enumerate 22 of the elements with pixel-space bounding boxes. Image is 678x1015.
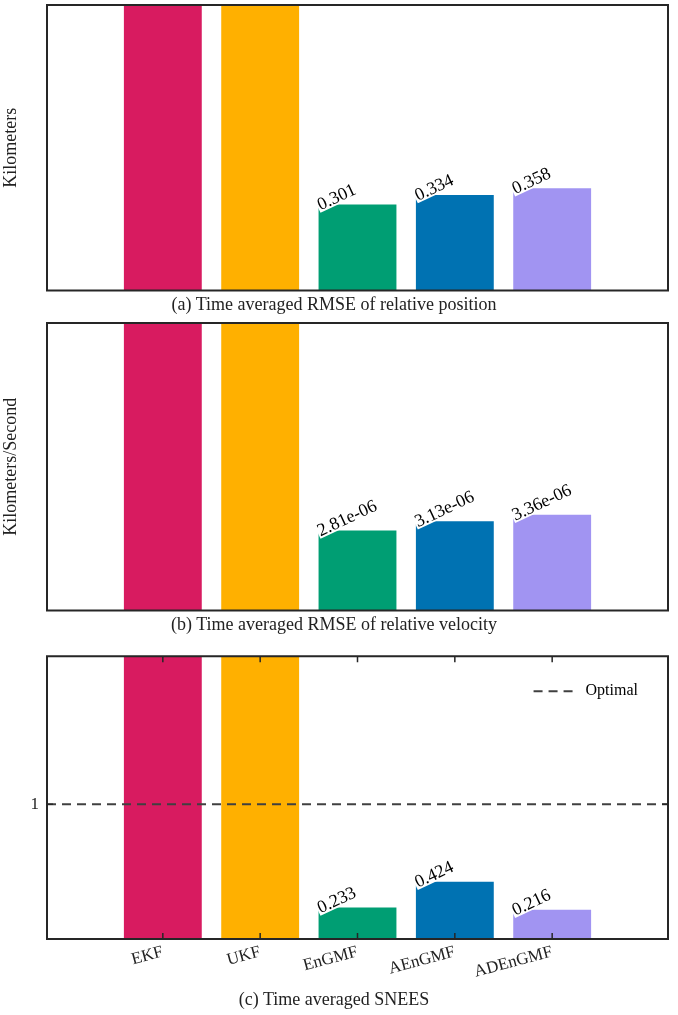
bar: [221, 323, 300, 611]
bar: [221, 656, 300, 939]
bar: [123, 323, 202, 611]
y-axis-title: Kilometers/Second: [0, 397, 20, 536]
data-label: 0.424: [411, 856, 457, 892]
legend-label: Optimal: [585, 681, 639, 700]
data-label: 0.334: [411, 169, 457, 205]
data-label: 0.233: [313, 881, 359, 918]
y-tick-label: 1: [30, 793, 39, 813]
x-tick-label: EnGMF: [300, 941, 360, 975]
x-tick-label: EKF: [129, 941, 166, 969]
y-axis-title: Kilometers: [0, 107, 20, 188]
data-label: 0.301: [313, 178, 359, 215]
bar: [123, 656, 202, 939]
text: (a) Time averaged RMSE of relative position: [171, 293, 497, 315]
data-label: 0.216: [508, 884, 554, 920]
bar: [221, 5, 300, 291]
text: (b) Time averaged RMSE of relative velocity: [171, 613, 497, 635]
data-label: 0.358: [508, 162, 554, 198]
x-tick-label: UKF: [224, 941, 263, 969]
bar: [123, 5, 202, 291]
text: (c) Time averaged SNEES: [238, 988, 430, 1010]
